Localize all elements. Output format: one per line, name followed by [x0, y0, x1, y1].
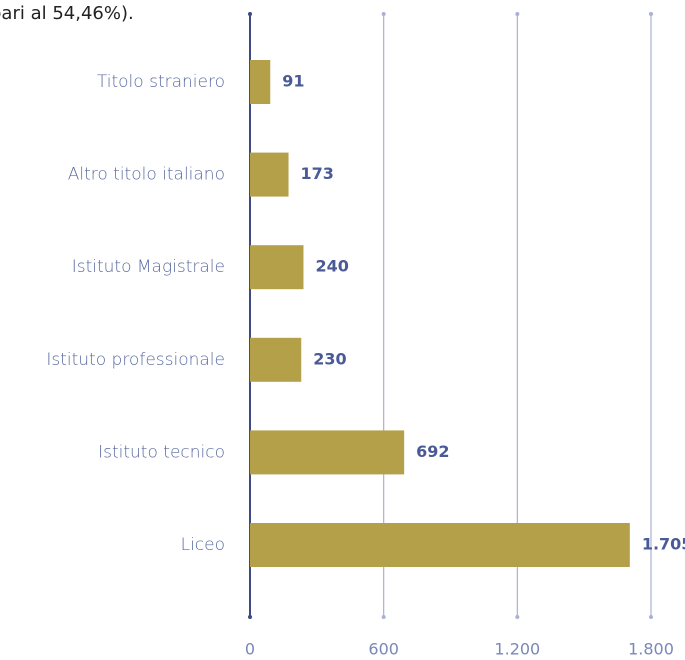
bar: [250, 60, 271, 104]
category-label: Istituto tecnico: [98, 442, 225, 462]
grid-dot: [649, 615, 653, 619]
grid-dot: [515, 12, 520, 16]
grid-dot: [515, 615, 520, 619]
value-label: 240: [315, 257, 348, 276]
category-label: Istituto Magistrale: [72, 257, 225, 277]
category-label: Liceo: [181, 535, 225, 555]
bar: [250, 430, 405, 475]
x-tick-label: 600: [368, 640, 399, 659]
grid-dot: [248, 12, 252, 16]
value-label: 173: [301, 164, 334, 183]
grid-dot: [649, 12, 653, 16]
grid-dot: [248, 615, 252, 619]
grid-dot: [381, 615, 386, 619]
value-label: 91: [282, 72, 304, 91]
value-label: 692: [416, 442, 449, 461]
category-label: Titolo straniero: [97, 72, 225, 92]
grid-dot: [381, 12, 386, 16]
category-label: Istituto professionale: [46, 350, 225, 370]
annotation: pari al 54,46%).: [0, 3, 134, 24]
category-label: Altro titolo italiano: [68, 165, 225, 185]
x-tick-label: 0: [245, 640, 255, 659]
bar: [250, 152, 289, 197]
value-label: 1.705: [642, 535, 685, 554]
bar: [250, 245, 304, 290]
x-tick-label: 1.800: [628, 640, 674, 659]
x-tick-label: 1.200: [494, 640, 540, 659]
bar: [250, 523, 630, 567]
bar: [250, 337, 302, 382]
value-label: 230: [313, 349, 346, 368]
